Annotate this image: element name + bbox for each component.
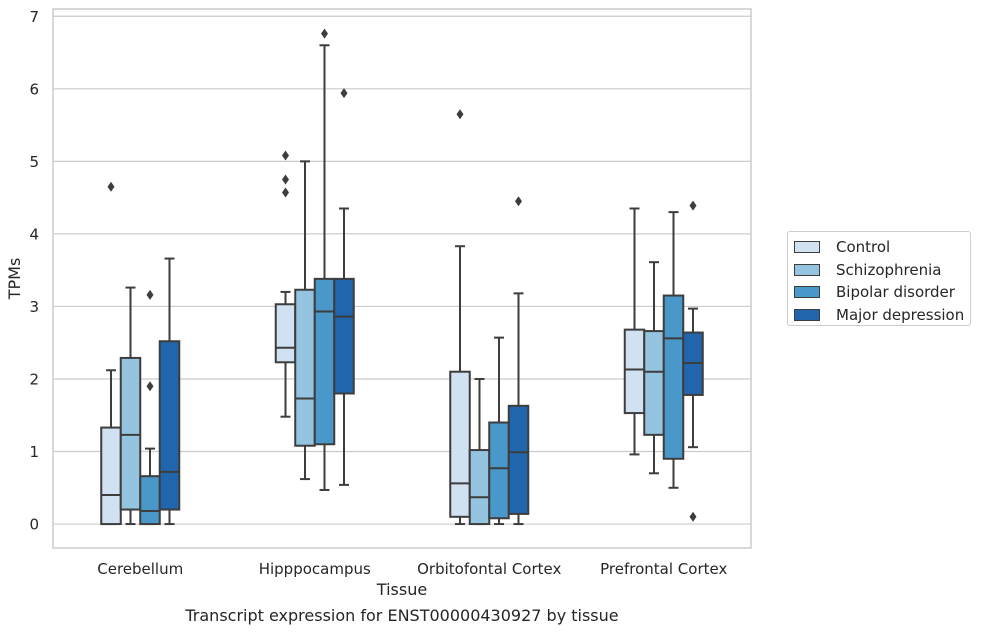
- y-tick-label: 0: [29, 516, 39, 534]
- y-tick-label: 2: [29, 370, 39, 388]
- x-tick-label: Cerebellum: [97, 560, 183, 578]
- legend-item: Schizophrenia: [794, 259, 970, 282]
- box: [158, 340, 181, 511]
- legend-label: Schizophrenia: [836, 260, 942, 279]
- outlier-marker: [689, 511, 697, 522]
- x-axis-label: Tissue: [376, 580, 427, 599]
- outlier-marker: [282, 174, 289, 185]
- box: [274, 303, 297, 364]
- y-tick-label: 3: [29, 298, 39, 316]
- box: [139, 475, 161, 526]
- box: [643, 330, 665, 436]
- box: [294, 288, 316, 447]
- x-tick-label: Orbitofontal Cortex: [417, 560, 561, 578]
- outlier-marker: [340, 88, 348, 99]
- y-tick-label: 4: [29, 225, 39, 243]
- x-tick-label: Prefrontal Cortex: [600, 560, 727, 578]
- legend-swatch: [794, 286, 820, 299]
- outlier-marker: [146, 289, 154, 300]
- legend-item: Major depression: [794, 304, 970, 327]
- box: [488, 421, 510, 520]
- legend-label: Bipolar disorder: [836, 283, 955, 302]
- outlier-marker: [456, 109, 464, 120]
- chart-caption: Transcript expression for ENST0000043092…: [185, 606, 619, 625]
- y-tick-label: 1: [29, 443, 39, 461]
- outlier-marker: [107, 181, 115, 192]
- box: [449, 370, 471, 518]
- outlier-marker: [515, 196, 522, 207]
- y-axis-label: TPMs: [5, 258, 24, 301]
- box: [100, 426, 122, 526]
- outlier-marker: [282, 187, 289, 198]
- plot-frame: [52, 8, 752, 549]
- legend-label: Major depression: [836, 305, 965, 324]
- box: [333, 277, 355, 395]
- legend-item: Control: [794, 236, 970, 259]
- box: [119, 356, 142, 511]
- legend-item: Bipolar disorder: [794, 281, 970, 304]
- outlier-marker: [282, 150, 289, 161]
- y-tick-label: 5: [29, 153, 39, 171]
- outlier-marker: [689, 200, 697, 211]
- outlier-marker: [321, 28, 328, 39]
- y-tick-label: 7: [29, 8, 39, 26]
- box: [313, 277, 336, 446]
- x-tick-label: Hipppocampus: [259, 560, 371, 578]
- y-tick-label: 6: [29, 80, 39, 98]
- legend-swatch: [794, 241, 820, 254]
- box: [662, 294, 685, 460]
- chart-legend: Control Schizophrenia Bipolar disorder Majo…: [787, 231, 971, 326]
- legend-label: Control: [836, 238, 891, 257]
- box: [623, 328, 646, 415]
- box: [468, 449, 491, 526]
- outlier-marker: [146, 381, 154, 392]
- legend-swatch: [794, 263, 820, 276]
- legend-swatch: [794, 308, 820, 321]
- box: [507, 404, 530, 515]
